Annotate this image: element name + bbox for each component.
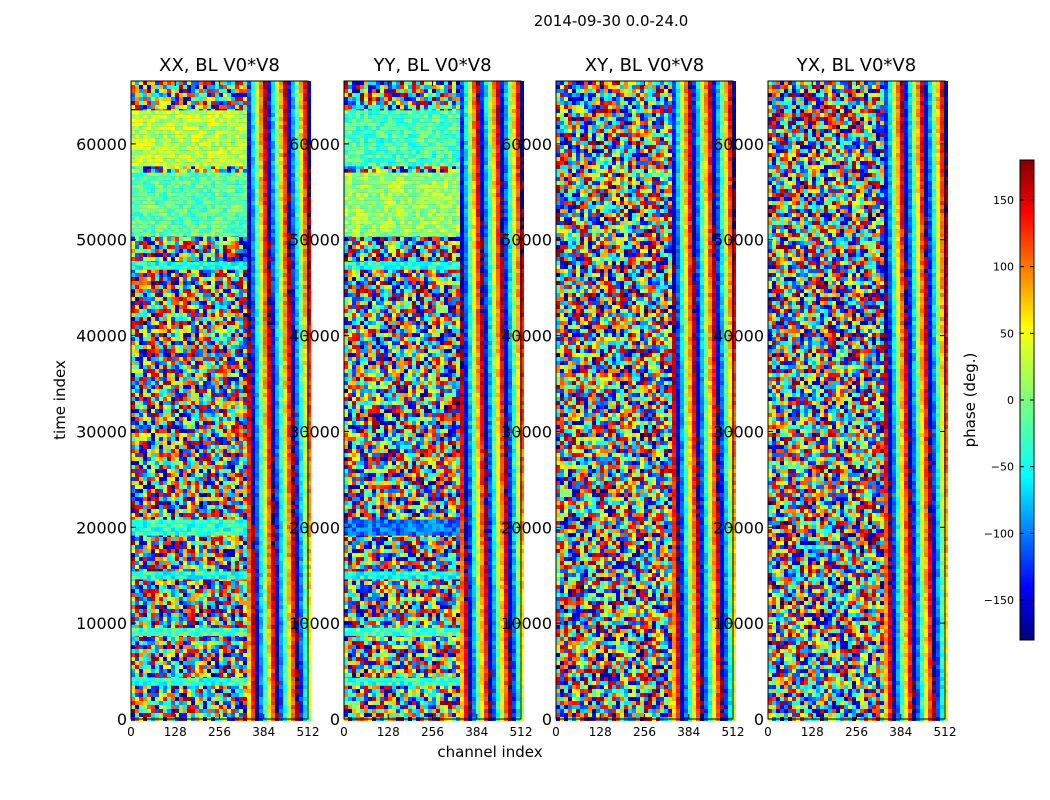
x-tick-label-1-0: 0: [340, 725, 348, 739]
y-tick-label-3-4: 40000: [713, 327, 764, 346]
colorbar-tick-label-1: −100: [984, 527, 1014, 540]
colorbar: −150 −100 −50 0 50 100 150: [984, 160, 1034, 640]
panel-title-xy: XY, BL V0*V8: [556, 55, 733, 76]
y-tick-label-1-0: 0: [330, 710, 340, 729]
heatmap-cells-2: [556, 81, 736, 721]
x-axis-label: channel index: [390, 743, 590, 761]
colorbar-tick-label-6: 150: [993, 194, 1014, 207]
band-1-0: [344, 173, 460, 237]
x-tick-label-2-1: 128: [589, 725, 612, 739]
colorbar-tick-label-3: 0: [1007, 394, 1014, 407]
x-tick-label-2-3: 384: [677, 725, 700, 739]
panel-1: 0 128 256 384 512 0 10000 20000 30000 40000 50000 6…: [289, 81, 532, 739]
y-tick-label-0-0: 0: [117, 710, 127, 729]
x-tick-label-1-1: 128: [377, 725, 400, 739]
band-1-1: [344, 110, 460, 166]
band-0-2: [131, 262, 247, 270]
x-tick-label-2-2: 256: [633, 725, 656, 739]
panel-0: 0 128 256 384 512 0 10000 20000 30000 40000 50000 6…: [76, 81, 319, 739]
x-tick-label-3-2: 256: [845, 725, 868, 739]
band-1-3: [344, 520, 460, 536]
y-axis-label: time index: [51, 360, 69, 440]
colorbar-tick-label-5: 100: [993, 261, 1014, 274]
band-0-5: [131, 628, 247, 636]
panel-title-xx: XX, BL V0*V8: [131, 55, 308, 76]
panel-3: 0 128 256 384 512 0 10000 20000 30000 40000 50000 6…: [713, 81, 956, 739]
y-tick-label-3-6: 60000: [713, 135, 764, 154]
x-tick-label-2-0: 0: [552, 725, 560, 739]
y-tick-label-1-1: 10000: [289, 614, 340, 633]
x-tick-label-1-2: 256: [421, 725, 444, 739]
y-tick-label-2-6: 60000: [501, 135, 552, 154]
band-0-6: [131, 678, 247, 686]
panel-2: 0 128 256 384 512 0 10000 20000 30000 40000 50000 6…: [501, 81, 744, 739]
x-tick-label-0-0: 0: [127, 725, 135, 739]
x-tick-label-1-4: 512: [510, 725, 533, 739]
heatmap-cells-3: [768, 81, 948, 721]
y-tick-label-2-0: 0: [542, 710, 552, 729]
y-tick-label-0-5: 50000: [76, 231, 127, 250]
y-tick-label-0-1: 10000: [76, 614, 127, 633]
y-tick-label-0-4: 40000: [76, 327, 127, 346]
band-0-4: [131, 571, 247, 579]
y-tick-label-2-1: 10000: [501, 614, 552, 633]
x-tick-label-3-0: 0: [764, 725, 772, 739]
x-tick-label-0-4: 512: [297, 725, 320, 739]
x-tick-label-0-2: 256: [208, 725, 231, 739]
band-0-1: [131, 110, 247, 166]
band-0-0: [131, 173, 247, 237]
y-tick-label-1-3: 30000: [289, 422, 340, 441]
colorbar-tick-label-2: −50: [991, 461, 1014, 474]
y-tick-label-0-6: 60000: [76, 135, 127, 154]
band-1-2: [344, 262, 460, 270]
y-tick-label-0-2: 20000: [76, 518, 127, 537]
panel-title-yx: YX, BL V0*V8: [768, 55, 945, 76]
y-tick-label-3-2: 20000: [713, 518, 764, 537]
band-1-5: [344, 628, 460, 636]
x-tick-label-3-1: 128: [801, 725, 824, 739]
y-tick-label-3-1: 10000: [713, 614, 764, 633]
x-tick-label-3-3: 384: [889, 725, 912, 739]
y-tick-label-1-4: 40000: [289, 327, 340, 346]
x-tick-label-0-3: 384: [252, 725, 275, 739]
band-0-3: [131, 520, 247, 536]
panel-title-yy: YY, BL V0*V8: [344, 55, 521, 76]
colorbar-tick-label-0: −150: [984, 594, 1014, 607]
x-tick-label-0-1: 128: [164, 725, 187, 739]
y-tick-label-2-2: 20000: [501, 518, 552, 537]
figure-title: 2014-09-30 0.0-24.0: [0, 12, 1050, 30]
band-1-4: [344, 571, 460, 579]
colorbar-tick-label-4: 50: [1000, 327, 1014, 340]
y-tick-label-1-6: 60000: [289, 135, 340, 154]
y-tick-label-1-5: 50000: [289, 231, 340, 250]
y-tick-label-3-0: 0: [754, 710, 764, 729]
y-tick-label-0-3: 30000: [76, 422, 127, 441]
y-tick-label-3-5: 50000: [713, 231, 764, 250]
y-tick-label-2-5: 50000: [501, 231, 552, 250]
x-tick-label-2-4: 512: [722, 725, 745, 739]
x-tick-label-3-4: 512: [934, 725, 957, 739]
colorbar-label: phase (deg.): [961, 353, 979, 448]
y-tick-label-2-3: 30000: [501, 422, 552, 441]
band-1-6: [344, 678, 460, 686]
y-tick-label-3-3: 30000: [713, 422, 764, 441]
x-tick-label-1-3: 384: [465, 725, 488, 739]
y-tick-label-1-2: 20000: [289, 518, 340, 537]
y-tick-label-2-4: 40000: [501, 327, 552, 346]
